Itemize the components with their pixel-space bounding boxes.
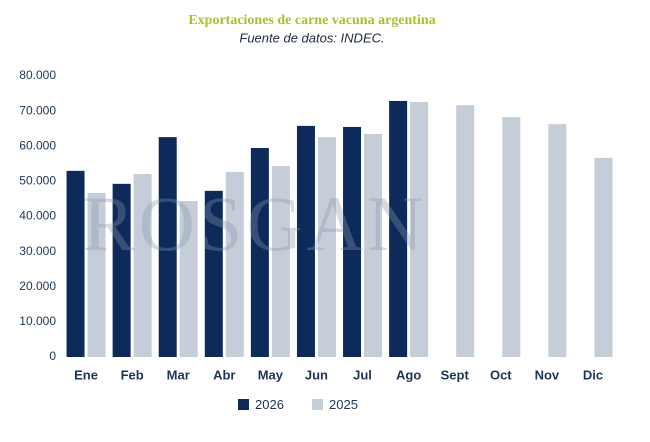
bar (133, 173, 152, 357)
bar (296, 125, 315, 357)
legend-swatch (312, 399, 323, 410)
x-tick-label: Sept (441, 367, 470, 382)
bar (389, 100, 408, 357)
bar (548, 124, 567, 357)
bar (456, 105, 475, 357)
x-tick-label: Ago (396, 367, 421, 382)
y-tick-label: 10.000 (19, 314, 56, 328)
legend-label: 2026 (255, 397, 284, 412)
bar (204, 190, 223, 357)
bar (250, 148, 269, 357)
y-tick-label: 0 (49, 349, 56, 363)
chart-title: Exportaciones de carne vacuna argentina (188, 13, 435, 28)
bar (364, 133, 383, 357)
bar (271, 165, 290, 357)
y-tick-label: 80.000 (19, 68, 56, 82)
bar (343, 126, 362, 358)
x-tick-label: Jul (353, 367, 372, 382)
x-tick-label: Abr (213, 367, 235, 382)
x-tick-label: Ene (74, 367, 98, 382)
bar (87, 192, 106, 357)
y-tick-label: 70.000 (19, 103, 56, 117)
bar (317, 137, 336, 357)
y-tick-label: 60.000 (19, 138, 56, 152)
legend-swatch (238, 399, 249, 410)
x-tick-label: Feb (121, 367, 144, 382)
y-tick-label: 50.000 (19, 174, 56, 188)
y-tick-label: 20.000 (19, 279, 56, 293)
bar (502, 117, 521, 357)
y-tick-label: 40.000 (19, 209, 56, 223)
y-tick-label: 30.000 (19, 244, 56, 258)
bar (594, 157, 613, 357)
x-tick-label: Dic (583, 367, 603, 382)
watermark: ROSGAN (83, 180, 428, 267)
bar (225, 171, 244, 357)
bar (158, 137, 177, 357)
x-tick-label: Mar (167, 367, 190, 382)
x-tick-label: Oct (490, 367, 512, 382)
legend-label: 2025 (329, 397, 358, 412)
x-tick-label: Jun (305, 367, 328, 382)
bar (179, 201, 198, 357)
chart-subtitle: Fuente de datos: INDEC. (239, 30, 384, 45)
bar (410, 101, 429, 358)
x-tick-label: May (258, 367, 284, 382)
bar (112, 183, 131, 357)
x-tick-label: Nov (535, 367, 560, 382)
bar (66, 170, 85, 357)
